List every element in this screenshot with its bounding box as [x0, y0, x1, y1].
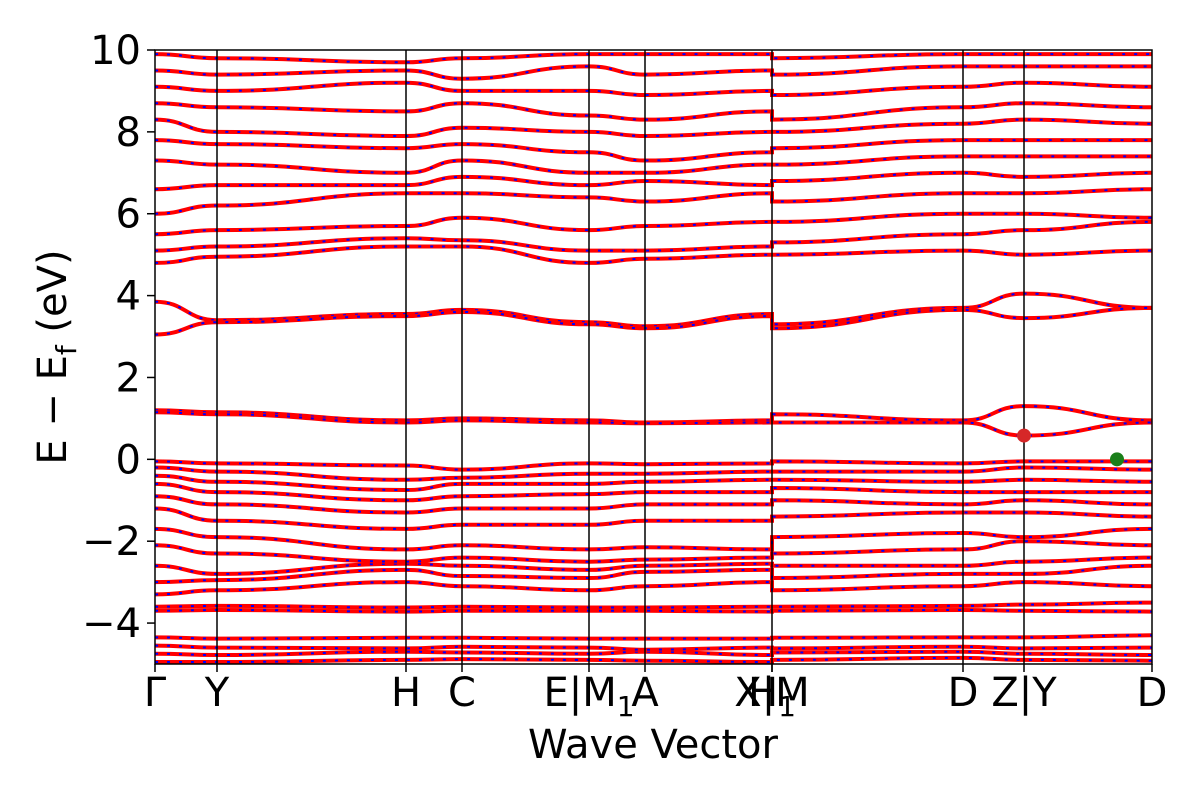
x-tick-label: Y	[204, 670, 230, 716]
band-line	[155, 607, 1152, 614]
band-line	[155, 305, 1152, 337]
band-line-overlay	[155, 556, 1152, 575]
band-line-overlay	[155, 81, 1152, 97]
band-line	[155, 643, 1152, 652]
x-axis-label: Wave Vector	[528, 722, 779, 768]
band-line-overlay	[155, 474, 1152, 492]
x-tick-label: D	[1137, 670, 1168, 716]
x-tick-label-sub: 1	[778, 690, 796, 723]
band-line-overlay	[155, 656, 1152, 664]
high-symmetry-lines	[216, 50, 1025, 664]
x-tick-label: Z|Y	[991, 670, 1057, 716]
x-tick-label: X|M	[734, 670, 809, 716]
x-axis-ticks: Γ Y H C E|M1A H1X|M D Z|Y D	[144, 664, 1168, 723]
band-line-overlay	[155, 245, 1152, 264]
x-tick-label: D	[948, 670, 979, 716]
band-line-overlay	[155, 65, 1152, 80]
band-line	[155, 600, 1152, 610]
band-line	[155, 64, 1152, 81]
band-line-overlay	[155, 220, 1152, 252]
band-line-overlay	[155, 581, 1152, 596]
band-line	[155, 117, 1152, 139]
y-tick-label: −2	[82, 519, 141, 565]
y-axis-ticks: −4 −2 0 2 4 6 8 10	[82, 28, 155, 647]
band-line	[155, 649, 1152, 658]
x-tick-label-sub: 1	[617, 690, 635, 723]
band-line-overlay	[155, 644, 1152, 651]
band-line-overlay	[155, 460, 1152, 471]
band-line	[155, 633, 1152, 641]
band-line	[155, 52, 1152, 65]
band-line	[155, 526, 1152, 552]
band-line-overlay	[155, 507, 1152, 530]
y-tick-label: 4	[116, 274, 141, 320]
y-axis-label-unit: (eV)	[30, 249, 76, 345]
band-line	[155, 580, 1152, 597]
band-line	[155, 211, 1152, 237]
band-line	[155, 465, 1152, 482]
band-line	[155, 101, 1152, 122]
cbm-marker	[1017, 428, 1031, 443]
band-line-overlay	[155, 139, 1152, 162]
x-tick-label: Γ	[144, 670, 167, 716]
y-tick-label: −4	[82, 601, 141, 647]
band-line	[155, 563, 1152, 585]
band-line-overlay	[155, 411, 1152, 437]
x-tick-label: E|M1	[543, 670, 634, 723]
band-line-overlay	[155, 650, 1152, 657]
y-tick-label: 0	[116, 437, 141, 483]
plot-frame	[154, 49, 1153, 665]
x-tick-label: C	[448, 670, 476, 716]
x-tick-label: A	[631, 670, 659, 716]
band-line-overlay	[155, 466, 1152, 481]
band-line	[155, 655, 1152, 664]
y-axis-label-main: E − E	[30, 355, 76, 465]
y-axis-label: E − Ef (eV)	[30, 249, 83, 464]
y-tick-label: 8	[116, 110, 141, 156]
vbm-marker	[1110, 452, 1124, 467]
band-line-overlay	[155, 495, 1152, 514]
y-tick-label: 10	[90, 28, 141, 74]
band-line-overlay	[155, 155, 1152, 174]
band-lines	[155, 52, 1152, 664]
band-line-overlay	[155, 53, 1152, 64]
band-line-overlay	[155, 634, 1152, 640]
band-line-overlay	[155, 608, 1152, 613]
band-line-overlay	[155, 118, 1152, 138]
band-line-overlay	[155, 482, 1152, 502]
extrema-markers	[1017, 428, 1124, 467]
y-tick-label: 2	[116, 355, 141, 401]
band-line-overlay	[155, 540, 1152, 563]
band-line	[155, 473, 1152, 493]
y-tick-label: 6	[116, 192, 141, 238]
band-line	[155, 404, 1152, 425]
y-axis-label-sub: f	[50, 344, 83, 355]
band-line-overlay	[155, 171, 1152, 191]
band-line	[155, 187, 1152, 216]
x-tick-label: H	[391, 670, 421, 716]
band-line	[155, 494, 1152, 515]
